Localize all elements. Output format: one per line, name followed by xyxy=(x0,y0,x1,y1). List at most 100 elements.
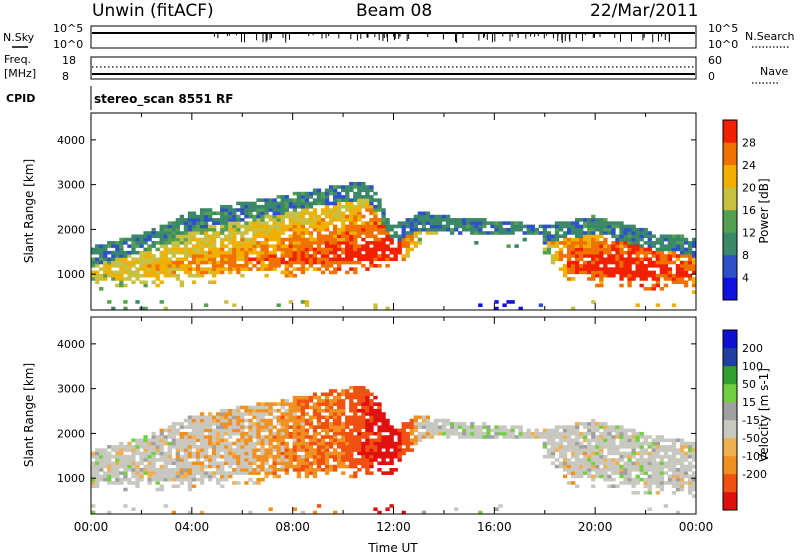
heatmap-cell xyxy=(687,464,693,469)
heatmap-cell xyxy=(284,227,289,232)
heatmap-cell xyxy=(272,247,277,252)
heatmap-cell xyxy=(417,422,423,426)
heatmap-cell xyxy=(199,510,205,515)
heatmap-cell xyxy=(288,461,293,466)
heatmap-cell xyxy=(320,402,326,406)
heatmap-cell xyxy=(163,241,168,245)
heatmap-cell xyxy=(449,431,455,436)
heatmap-cell xyxy=(671,277,677,281)
heatmap-cell xyxy=(421,211,427,216)
heatmap-cell xyxy=(288,454,293,459)
heatmap-cell xyxy=(369,402,374,406)
heatmap-cell xyxy=(365,244,370,248)
heatmap-cell xyxy=(163,504,168,508)
heatmap-cell xyxy=(276,303,281,308)
heatmap-cell xyxy=(312,474,318,479)
heatmap-cell xyxy=(276,264,281,268)
heatmap-cell xyxy=(627,260,632,265)
heatmap-cell xyxy=(260,214,265,219)
heatmap-cell xyxy=(647,484,652,489)
heatmap-cell xyxy=(328,441,334,446)
heatmap-cell xyxy=(220,425,225,429)
heatmap-cell xyxy=(639,477,644,482)
heatmap-cell xyxy=(232,254,237,258)
heatmap-cell xyxy=(369,221,374,225)
heatmap-cell xyxy=(99,454,104,459)
x-tick-label: 08:00 xyxy=(275,520,310,534)
x-tick-label: 20:00 xyxy=(578,520,613,534)
heatmap-cell xyxy=(288,405,293,410)
heatmap-cell xyxy=(470,422,475,426)
heatmap-cell xyxy=(163,464,168,469)
heatmap-cell xyxy=(623,267,628,271)
heatmap-cell xyxy=(659,464,665,469)
heatmap-cell xyxy=(316,201,322,206)
heatmap-cell xyxy=(599,257,604,262)
heatmap-cell xyxy=(220,254,225,258)
heatmap-cell xyxy=(679,273,685,278)
heatmap-cell xyxy=(691,241,697,245)
heatmap-cell xyxy=(393,431,398,436)
heatmap-cell xyxy=(651,477,656,482)
heatmap-cell xyxy=(276,224,281,229)
heatmap-cell xyxy=(373,218,378,222)
heatmap-cell xyxy=(107,458,112,462)
heatmap-cell xyxy=(296,464,302,469)
heatmap-cell xyxy=(365,267,370,271)
heatmap-cell xyxy=(337,428,342,433)
heatmap-cell xyxy=(252,471,257,475)
heatmap-cell xyxy=(260,402,265,406)
heatmap-cell xyxy=(542,231,548,235)
heatmap-cell xyxy=(236,448,241,452)
heatmap-cell xyxy=(212,454,217,459)
heatmap-cell xyxy=(187,418,193,423)
heatmap-cell xyxy=(454,422,459,426)
heatmap-cell xyxy=(304,431,310,436)
heatmap-cell xyxy=(381,428,386,433)
heatmap-cell xyxy=(353,231,358,235)
heatmap-cell xyxy=(155,247,160,252)
heatmap-cell xyxy=(393,441,398,446)
heatmap-cell xyxy=(240,468,245,472)
heatmap-cell xyxy=(103,260,108,265)
heatmap-cell xyxy=(611,257,616,262)
heatmap-cell xyxy=(333,412,338,416)
heatmap-cell xyxy=(276,402,281,406)
heatmap-cell xyxy=(679,241,685,245)
heatmap-cell xyxy=(647,247,652,252)
heatmap-cell xyxy=(365,425,370,429)
heatmap-cell xyxy=(333,231,338,235)
heatmap-cell xyxy=(143,468,148,472)
heatmap-cell xyxy=(506,428,511,433)
heatmap-cell xyxy=(260,211,265,216)
heatmap-cell xyxy=(373,214,378,219)
heatmap-cell xyxy=(482,231,487,235)
heatmap-cell xyxy=(377,201,382,206)
heatmap-cell xyxy=(385,418,390,423)
heatmap-cell xyxy=(99,464,104,469)
heatmap-cell xyxy=(151,234,156,239)
heatmap-cell xyxy=(575,237,580,242)
heatmap-cell xyxy=(143,280,148,285)
heatmap-cell xyxy=(304,441,310,446)
heatmap-cell xyxy=(187,431,193,436)
heatmap-cell xyxy=(462,428,467,433)
heatmap-cell xyxy=(615,237,620,242)
heatmap-cell xyxy=(292,431,297,436)
heatmap-cell xyxy=(385,422,390,426)
heatmap-cell xyxy=(631,464,636,469)
heatmap-cell xyxy=(611,267,616,271)
heatmap-cell xyxy=(659,448,665,452)
heatmap-cell xyxy=(183,227,189,232)
heatmap-cell xyxy=(228,270,233,275)
heatmap-cell xyxy=(615,257,620,262)
heatmap-cell xyxy=(320,191,326,196)
heatmap-cell xyxy=(300,250,306,255)
heatmap-cell xyxy=(111,277,116,281)
heatmap-cell xyxy=(216,438,221,443)
heatmap-cell xyxy=(167,458,172,462)
heatmap-cell xyxy=(542,435,548,439)
heatmap-cell xyxy=(341,221,346,225)
heatmap-cell xyxy=(284,428,289,433)
